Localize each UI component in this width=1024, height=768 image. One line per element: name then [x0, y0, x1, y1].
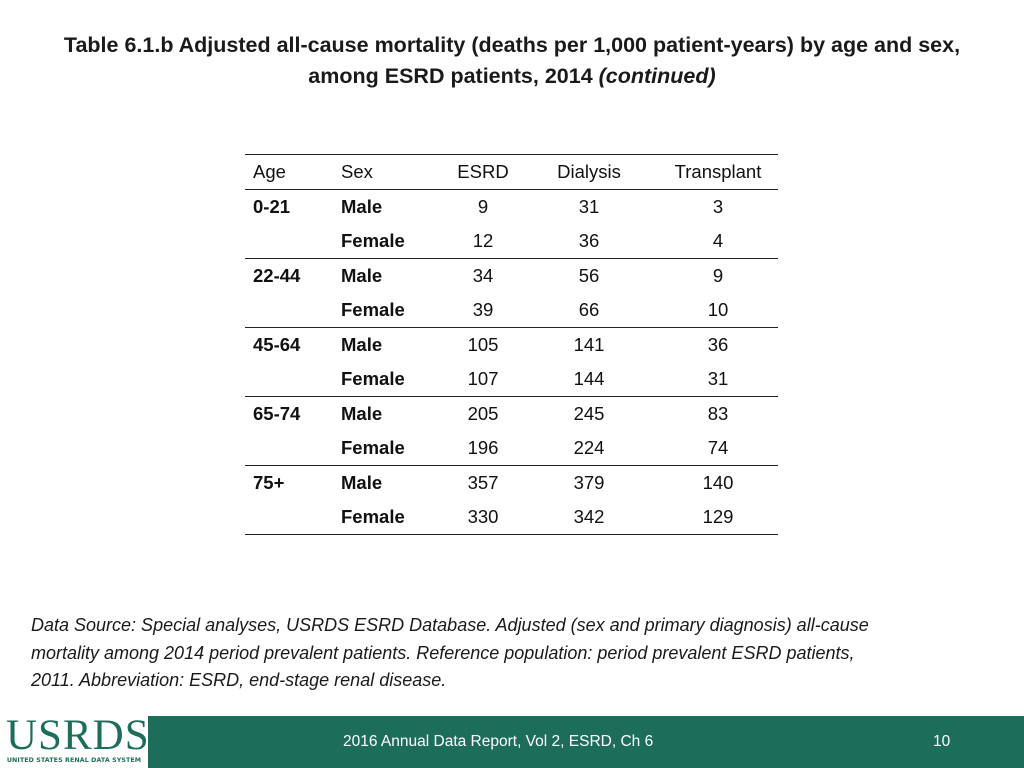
sex-cell: Male — [341, 196, 383, 217]
dialysis-cell: 141 — [573, 334, 605, 355]
transplant-cell: 140 — [702, 472, 734, 493]
dialysis-cell: 379 — [573, 472, 605, 493]
age-cell: 45-64 — [253, 334, 301, 355]
age-group-75-plus: 75+ Male 357 379 140 Female 330 342 129 — [245, 466, 778, 535]
dialysis-cell: 66 — [578, 299, 600, 320]
age-cell-empty — [245, 500, 341, 535]
age-cell-empty — [245, 224, 341, 259]
table-row: Female 107 144 31 — [245, 362, 778, 397]
table-row: Female 39 66 10 — [245, 293, 778, 328]
table-header-row: Age Sex ESRD Dialysis Transplant — [245, 154, 778, 190]
dialysis-cell: 224 — [573, 437, 605, 458]
sex-cell: Male — [341, 334, 383, 355]
title-line-2-main: among ESRD patients, 2014 — [308, 64, 599, 88]
table-row: Female 196 224 74 — [245, 431, 778, 466]
slide-title: Table 6.1.b Adjusted all-cause mortality… — [0, 30, 1024, 92]
transplant-cell: 129 — [702, 506, 734, 527]
sex-cell: Male — [341, 265, 383, 286]
transplant-cell: 74 — [707, 437, 729, 458]
table-row: 65-74 Male 205 245 83 — [245, 397, 778, 432]
sex-cell: Female — [341, 506, 405, 527]
dialysis-cell: 342 — [573, 506, 605, 527]
sex-cell: Female — [341, 437, 405, 458]
esrd-cell: 9 — [477, 196, 489, 217]
report-label: 2016 Annual Data Report, Vol 2, ESRD, Ch… — [343, 733, 654, 750]
sex-cell: Male — [341, 472, 383, 493]
age-cell: 75+ — [253, 472, 285, 493]
dialysis-cell: 144 — [573, 368, 605, 389]
source-line-3: 2011. Abbreviation: ESRD, end-stage rena… — [31, 670, 447, 690]
usrds-logo: USRDS UNITED STATES RENAL DATA SYSTEM — [0, 712, 150, 768]
age-cell: 22-44 — [253, 265, 301, 286]
age-cell: 65-74 — [253, 403, 301, 424]
esrd-cell: 357 — [467, 472, 499, 493]
sex-cell: Female — [341, 299, 405, 320]
age-cell-empty — [245, 362, 341, 397]
dialysis-cell: 31 — [578, 196, 600, 217]
esrd-cell: 105 — [467, 334, 499, 355]
transplant-cell: 3 — [712, 196, 724, 217]
esrd-cell: 107 — [467, 368, 499, 389]
age-group-0-21: 0-21 Male 9 31 3 Female 12 36 4 — [245, 190, 778, 259]
footer-bar: USRDS UNITED STATES RENAL DATA SYSTEM 20… — [0, 712, 1024, 768]
table-row: Female 330 342 129 — [245, 500, 778, 535]
age-group-65-74: 65-74 Male 205 245 83 Female 196 224 74 — [245, 397, 778, 466]
transplant-cell: 10 — [707, 299, 729, 320]
table-row: 75+ Male 357 379 140 — [245, 466, 778, 501]
esrd-cell: 12 — [472, 230, 494, 251]
header-esrd: ESRD — [457, 161, 509, 182]
table-row: 45-64 Male 105 141 36 — [245, 328, 778, 363]
source-line-2: mortality among 2014 period prevalent pa… — [31, 642, 855, 663]
age-cell: 0-21 — [253, 196, 291, 217]
source-line-1: Data Source: Special analyses, USRDS ESR… — [31, 615, 869, 635]
header-transplant: Transplant — [674, 161, 762, 182]
logo-wordmark: USRDS — [6, 712, 150, 759]
header-age: Age — [253, 161, 286, 182]
transplant-cell: 36 — [707, 334, 729, 355]
transplant-cell: 4 — [712, 230, 724, 251]
page-number: 10 — [933, 733, 951, 750]
table-row: Female 12 36 4 — [245, 224, 778, 259]
title-continued: (continued) — [598, 64, 716, 88]
esrd-cell: 39 — [472, 299, 494, 320]
header-dialysis: Dialysis — [557, 161, 621, 182]
age-group-22-44: 22-44 Male 34 56 9 Female 39 66 10 — [245, 259, 778, 328]
table-row: 0-21 Male 9 31 3 — [245, 190, 778, 225]
age-cell-empty — [245, 431, 341, 466]
sex-cell: Female — [341, 368, 405, 389]
dialysis-cell: 36 — [578, 230, 600, 251]
sex-cell: Male — [341, 403, 383, 424]
data-source-note: Data Source: Special analyses, USRDS ESR… — [31, 612, 1001, 695]
transplant-cell: 83 — [707, 403, 729, 424]
esrd-cell: 196 — [467, 437, 499, 458]
transplant-cell: 31 — [707, 368, 729, 389]
dialysis-cell: 56 — [578, 265, 600, 286]
header-sex: Sex — [341, 161, 373, 182]
esrd-cell: 205 — [467, 403, 499, 424]
transplant-cell: 9 — [712, 265, 724, 286]
title-line-2: among ESRD patients, 2014 (continued) — [0, 61, 1024, 92]
esrd-cell: 330 — [467, 506, 499, 527]
logo-tagline: UNITED STATES RENAL DATA SYSTEM — [6, 757, 142, 764]
esrd-cell: 34 — [472, 265, 494, 286]
age-cell-empty — [245, 293, 341, 328]
dialysis-cell: 245 — [573, 403, 605, 424]
mortality-table: Age Sex ESRD Dialysis Transplant 0-21 Ma… — [245, 154, 778, 535]
sex-cell: Female — [341, 230, 405, 251]
title-line-1: Table 6.1.b Adjusted all-cause mortality… — [63, 33, 961, 57]
table-row: 22-44 Male 34 56 9 — [245, 259, 778, 294]
age-group-45-64: 45-64 Male 105 141 36 Female 107 144 31 — [245, 328, 778, 397]
